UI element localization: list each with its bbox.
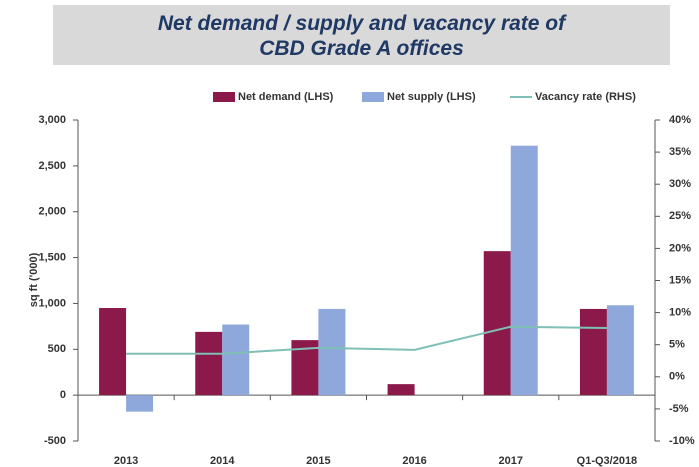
- legend-swatch: [362, 92, 384, 102]
- y2-tick-label: 15%: [669, 274, 691, 286]
- x-tick-label: 2015: [306, 455, 330, 467]
- bar: [387, 384, 415, 396]
- y2-tick-label: 20%: [669, 242, 691, 254]
- bar: [195, 331, 223, 396]
- bar: [99, 308, 127, 396]
- x-tick-label: 2016: [402, 455, 426, 467]
- x-tick-label: 2014: [210, 455, 235, 467]
- x-tick-label: 2017: [499, 455, 523, 467]
- y-tick-label: 2,500: [38, 160, 66, 172]
- y2-tick-label: 5%: [669, 339, 685, 351]
- bar: [606, 305, 634, 396]
- y2-tick-label: 0%: [669, 371, 685, 383]
- legend-swatch: [213, 92, 235, 102]
- bar: [510, 145, 538, 396]
- y2-tick-label: 35%: [669, 146, 691, 158]
- bar: [483, 251, 511, 396]
- legend-label: Vacancy rate (RHS): [535, 91, 636, 103]
- bar: [318, 308, 346, 396]
- y-axis-label: sq ft ('000): [28, 252, 40, 307]
- y2-tick-label: 40%: [669, 114, 691, 126]
- y-tick-label: 0: [60, 389, 66, 401]
- y-tick-label: 500: [48, 343, 66, 355]
- x-tick-label: Q1-Q3/2018: [577, 455, 638, 467]
- x-tick-label: 2013: [114, 455, 138, 467]
- y2-tick-label: 10%: [669, 307, 691, 319]
- bar: [126, 395, 154, 412]
- legend-label: Net supply (LHS): [387, 91, 476, 103]
- y-tick-label: 1,000: [38, 297, 66, 309]
- y2-tick-label: 30%: [669, 178, 691, 190]
- y-tick-label: 3,000: [38, 114, 66, 126]
- y-tick-label: 2,000: [38, 206, 66, 218]
- y-tick-label: 1,500: [38, 251, 66, 263]
- y-tick-label: -500: [44, 435, 66, 447]
- y2-tick-label: -10%: [669, 435, 695, 447]
- line: [126, 325, 607, 355]
- y2-tick-label: 25%: [669, 210, 691, 222]
- legend-label: Net demand (LHS): [238, 91, 334, 103]
- y2-tick-label: -5%: [669, 403, 689, 415]
- chart-title: Net demand / supply and vacancy rate of …: [53, 5, 670, 65]
- bar: [579, 308, 607, 396]
- bar: [222, 324, 250, 396]
